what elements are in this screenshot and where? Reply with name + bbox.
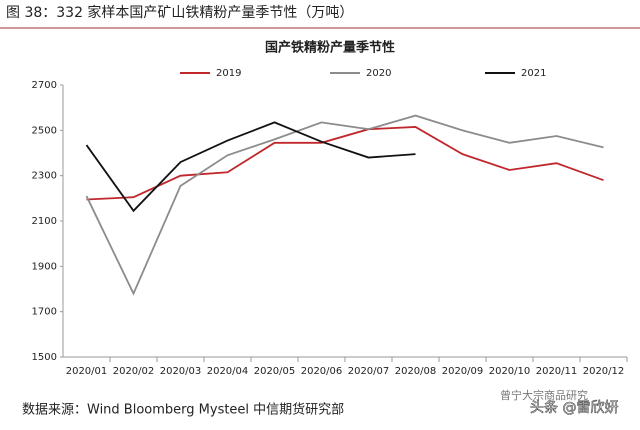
line-series — [85, 121, 416, 213]
x-tick-label: 2020/11 — [536, 366, 578, 377]
line-series — [86, 126, 604, 201]
x-tick-label: 2020/02 — [113, 366, 155, 377]
y-tick-label: 2100 — [32, 216, 57, 227]
watermark: 曾宁大宗商品研究 — [500, 388, 588, 402]
legend-label: 2021 — [521, 68, 546, 79]
x-tick-label: 2020/10 — [489, 366, 531, 377]
y-tick-label: 1500 — [32, 352, 57, 363]
watermark: 头条 @雷欣妍 — [530, 399, 618, 416]
legend-label: 2019 — [216, 68, 241, 79]
x-tick-label: 2020/03 — [160, 366, 202, 377]
y-tick-label: 2500 — [32, 125, 57, 136]
chart-title: 国产铁精粉产量季节性 — [265, 40, 395, 56]
x-tick-label: 2020/08 — [395, 366, 437, 377]
x-tick-label: 2020/07 — [348, 366, 390, 377]
x-tick-label: 2020/04 — [207, 366, 249, 377]
y-tick-label: 2700 — [32, 80, 57, 91]
y-tick-label: 2300 — [32, 171, 57, 182]
y-tick-label: 1700 — [32, 307, 57, 318]
source-note: 数据来源：Wind Bloomberg Mysteel 中信期货研究部 — [22, 402, 344, 418]
legend-label: 2020 — [366, 68, 391, 79]
x-tick-label: 2020/06 — [301, 366, 343, 377]
y-tick-label: 1900 — [32, 261, 57, 272]
x-tick-label: 2020/12 — [583, 366, 625, 377]
x-tick-label: 2020/01 — [66, 366, 108, 377]
x-tick-label: 2020/09 — [442, 366, 484, 377]
figure-caption: 图 38：332 家样本国产矿山铁精粉产量季节性（万吨） — [6, 4, 353, 21]
line-series — [85, 114, 604, 296]
x-tick-label: 2020/05 — [254, 366, 296, 377]
